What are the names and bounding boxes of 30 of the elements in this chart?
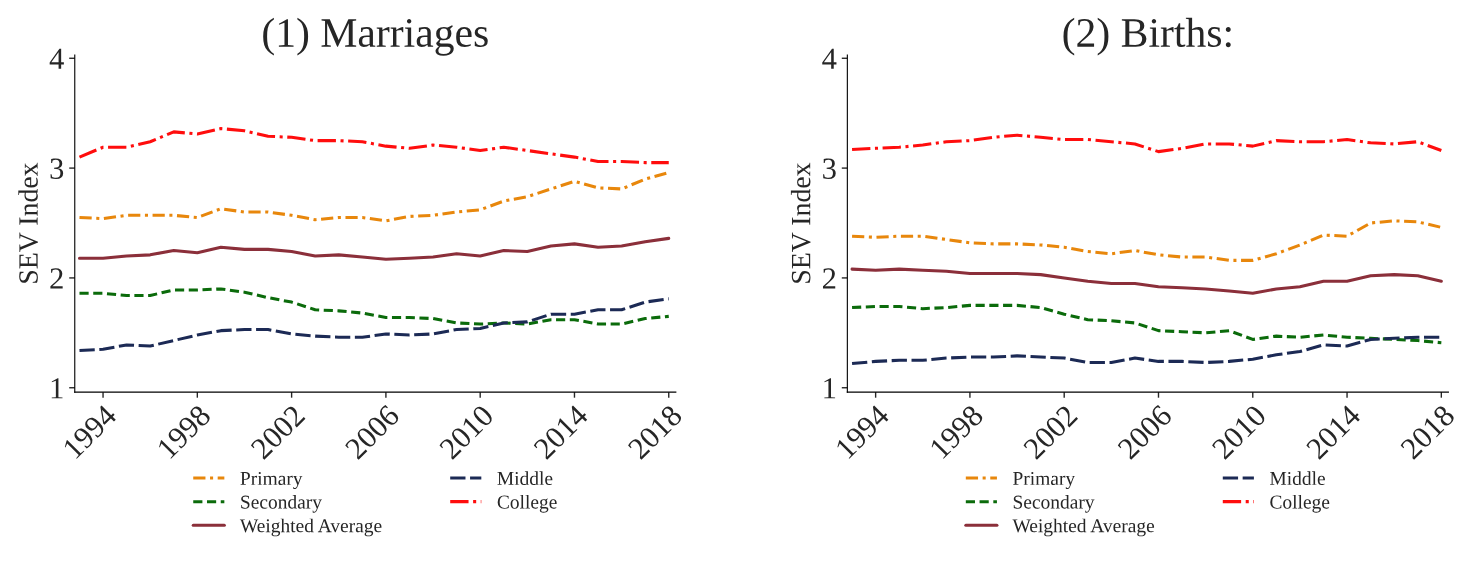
legend-label: Middle [1270,471,1325,486]
y-tick-label: 4 [822,48,837,69]
line-series [850,303,1443,345]
chart-title: (1) Marriages [263,17,488,56]
legend-label: College [1270,494,1330,513]
line-series [77,236,671,261]
y-tick-label: 3 [50,158,64,179]
y-axis-title: SEV Index [18,162,39,283]
y-tick-label: 1 [51,378,63,399]
legend-label: Secondary [241,495,322,513]
line-series [77,297,671,352]
y-tick-label: 1 [824,378,836,399]
line-series [850,267,1443,295]
legend-label: Primary [240,471,303,490]
y-axis-title: SEV Index [790,162,811,283]
line-series [850,219,1443,262]
legend-label: Middle [497,471,553,486]
line-series [77,287,671,326]
line-series [77,127,671,165]
legend-label: Primary [1013,471,1076,490]
line-series [850,133,1443,154]
legend-label: Weighted Average [1012,518,1155,537]
legend-label: College [497,494,557,513]
y-tick-label: 2 [823,268,836,289]
chart-title: (2) Births: [1063,17,1231,56]
y-tick-label: 4 [49,48,64,69]
y-tick-label: 3 [823,158,836,179]
legend-label: Secondary [1013,495,1095,513]
y-tick-label: 2 [50,268,63,289]
legend-label: Weighted Average [239,518,382,537]
